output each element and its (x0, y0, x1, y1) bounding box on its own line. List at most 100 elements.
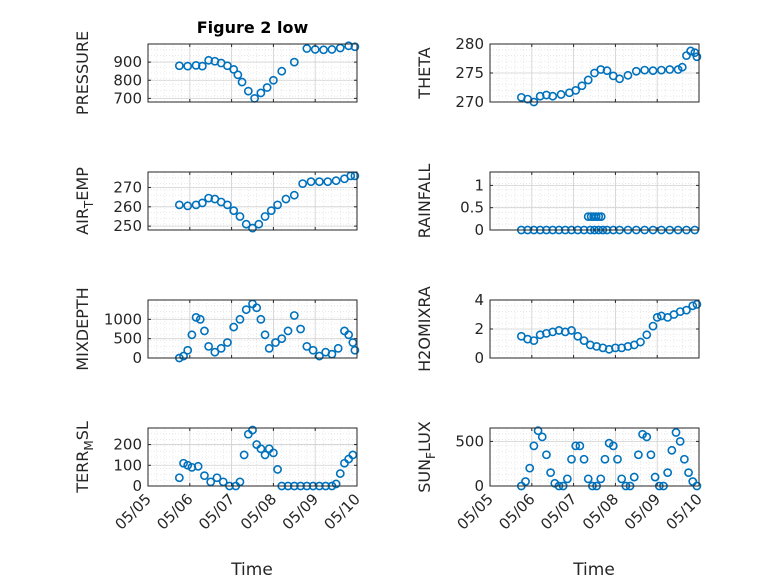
data-point (183, 61, 193, 71)
data-point (210, 347, 220, 357)
data-point (684, 468, 693, 478)
data-point (579, 336, 589, 345)
data-point (216, 343, 226, 353)
data-point (289, 57, 299, 67)
data-point (688, 301, 698, 311)
data-point (248, 425, 257, 435)
data-point (615, 74, 624, 84)
data-point (686, 46, 696, 56)
data-point (577, 81, 587, 91)
data-point (583, 474, 593, 484)
data-point (567, 326, 576, 335)
data-point (348, 450, 358, 460)
data-point (204, 55, 214, 65)
data-point (573, 331, 583, 341)
data-point (187, 462, 197, 472)
data-point (266, 206, 276, 216)
y-axis-label: SUNFLUX (415, 421, 438, 493)
data-point (692, 52, 702, 62)
y-axis-label: RAINFALL (415, 164, 434, 239)
y-tick-label: 1 (474, 176, 484, 194)
axes-box (147, 43, 358, 103)
y-tick-label: 500 (455, 432, 484, 450)
data-point (229, 322, 239, 332)
data-point (636, 337, 645, 347)
y-tick-label: 500 (113, 330, 142, 348)
data-point (273, 465, 282, 474)
data-point (223, 338, 232, 347)
data-point (350, 345, 360, 355)
data-point (596, 212, 606, 222)
data-point (179, 458, 188, 468)
y-tick-label: 0 (474, 221, 484, 239)
data-point (583, 75, 593, 85)
data-point (671, 428, 681, 437)
panel-3: 0 0.5 1 RAINFALL (415, 164, 700, 239)
data-point (252, 303, 262, 313)
y-tick-label: 0 (132, 349, 142, 367)
data-point (248, 223, 257, 233)
data-point (223, 61, 232, 71)
data-point (298, 179, 308, 188)
data-point (239, 450, 249, 460)
y-tick-label: 0 (474, 477, 484, 495)
axes-box (147, 427, 358, 487)
data-point (174, 473, 184, 483)
y-axis-label: AIRTEMP (73, 167, 96, 235)
data-point (256, 314, 266, 324)
data-point (200, 326, 209, 336)
y-tick-label: 275 (455, 64, 484, 82)
panel-5: 0 2 4 H2OMIXRA (415, 286, 702, 372)
data-point (537, 432, 547, 442)
data-point (344, 330, 354, 340)
data-point (596, 474, 606, 484)
data-point (327, 45, 337, 54)
data-point (187, 330, 197, 340)
y-tick-label: 270 (113, 178, 142, 196)
data-point (193, 461, 203, 471)
data-point (663, 468, 673, 478)
data-point (682, 305, 691, 315)
data-point (254, 219, 264, 229)
y-tick-label: 0 (474, 349, 484, 367)
data-point (533, 426, 543, 436)
y-tick-label: 2 (474, 320, 484, 338)
data-point (260, 330, 270, 340)
data-point (600, 454, 610, 464)
y-tick-label: 250 (113, 217, 142, 235)
y-tick-label: 100 (113, 456, 142, 474)
data-point (195, 314, 205, 324)
data-point (675, 436, 685, 446)
data-point (179, 351, 188, 361)
data-point (229, 206, 239, 216)
data-point (212, 473, 222, 483)
data-point (174, 61, 184, 71)
axes-box (489, 171, 700, 231)
data-point (237, 77, 247, 87)
data-point (277, 334, 287, 344)
data-point (260, 212, 270, 221)
data-point (548, 91, 558, 101)
data-point (183, 201, 193, 211)
y-tick-label: 280 (455, 35, 484, 53)
data-point (289, 190, 299, 200)
data-point (229, 64, 239, 74)
y-tick-label: 700 (113, 89, 142, 107)
data-point (521, 477, 530, 486)
data-point (197, 198, 207, 208)
panel-1: 270 275 280 THETA (415, 35, 702, 111)
y-axis-label: PRESSURE (73, 31, 92, 115)
axes-box (147, 171, 358, 231)
data-point (241, 219, 251, 229)
data-point (191, 312, 201, 322)
data-point (640, 65, 650, 75)
data-point (206, 477, 216, 487)
data-point (183, 345, 193, 355)
y-axis-label: H2OMIXRA (415, 286, 434, 372)
data-point (571, 86, 581, 95)
data-point (223, 200, 232, 210)
data-point (677, 62, 687, 72)
data-point (648, 66, 658, 76)
